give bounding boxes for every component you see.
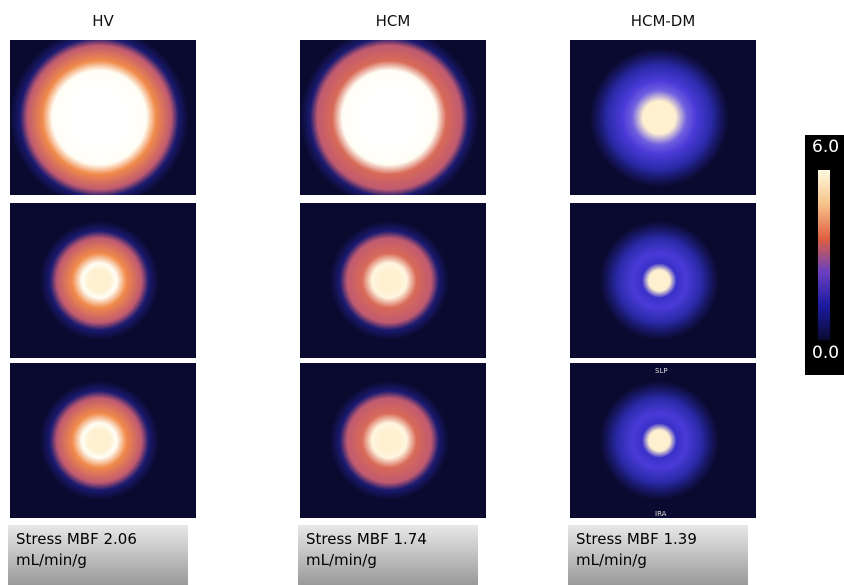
- column-title: HV: [10, 12, 196, 30]
- perfusion-image: [10, 40, 196, 195]
- image-label: IRA: [655, 510, 666, 518]
- caption: Stress MBF 1.39 mL/min/g: [568, 525, 748, 585]
- perfusion-image: [300, 363, 486, 518]
- perfusion-image: [10, 203, 196, 358]
- colorbar-min: 0.0: [812, 343, 839, 363]
- colorbar-max: 6.0: [812, 137, 839, 157]
- perfusion-image: [570, 40, 756, 195]
- perfusion-image: [570, 363, 756, 518]
- perfusion-image: [570, 203, 756, 358]
- caption: Stress MBF 2.06 mL/min/g: [8, 525, 188, 585]
- perfusion-image: [300, 203, 486, 358]
- column-title: HCM-DM: [570, 12, 756, 30]
- perfusion-image: [10, 363, 196, 518]
- perfusion-image: [300, 40, 486, 195]
- image-label: SLP: [655, 367, 668, 375]
- caption: Stress MBF 1.74 mL/min/g: [298, 525, 478, 585]
- column-title: HCM: [300, 12, 486, 30]
- colorbar-gradient: [818, 170, 830, 340]
